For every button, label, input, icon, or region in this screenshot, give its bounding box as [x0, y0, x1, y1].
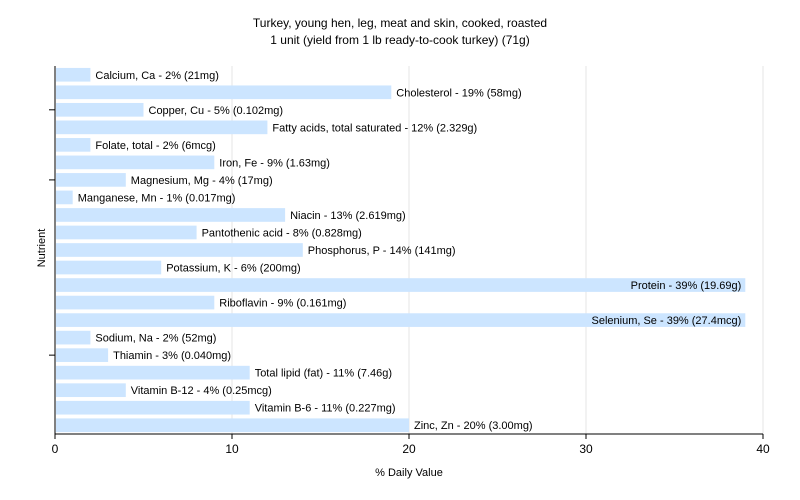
- bar-label-14: Selenium, Se - 39% (27.4mcg): [592, 315, 742, 327]
- bar-label-3: Fatty acids, total saturated - 12% (2.32…: [272, 122, 477, 134]
- bar-8: [56, 208, 286, 222]
- chart-title: Turkey, young hen, leg, meat and skin, c…: [253, 16, 547, 30]
- bar-label-0: Calcium, Ca - 2% (21mg): [95, 70, 218, 82]
- bar-label-20: Zinc, Zn - 20% (3.00mg): [414, 420, 533, 432]
- bar-label-5: Iron, Fe - 9% (1.63mg): [219, 157, 330, 169]
- bar-11: [56, 260, 162, 275]
- bar-7: [56, 190, 73, 205]
- y-axis-label: Nutrient: [36, 229, 48, 268]
- bar-label-7: Manganese, Mn - 1% (0.017mg): [78, 192, 236, 204]
- bar-label-6: Magnesium, Mg - 4% (17mg): [131, 175, 273, 187]
- bar-label-1: Cholesterol - 19% (58mg): [396, 87, 521, 99]
- x-tick-label-2: 20: [402, 442, 416, 456]
- chart-subtitle: 1 unit (yield from 1 lb ready-to-cook tu…: [270, 33, 529, 47]
- x-tick-label-3: 30: [579, 442, 593, 456]
- bar-label-13: Riboflavin - 9% (0.161mg): [219, 298, 346, 310]
- bar-12: [56, 278, 746, 292]
- bar-label-17: Total lipid (fat) - 11% (7.46g): [255, 368, 392, 380]
- bar-3: [56, 120, 268, 135]
- x-tick-label-4: 40: [756, 442, 770, 456]
- x-tick-label-1: 10: [225, 442, 239, 456]
- x-axis-label: % Daily Value: [375, 467, 443, 479]
- x-tick-label-0: 0: [52, 442, 59, 456]
- bar-label-2: Copper, Cu - 5% (0.102mg): [149, 105, 284, 117]
- bar-18: [56, 383, 126, 398]
- bar-0: [56, 67, 91, 82]
- bar-2: [56, 102, 144, 117]
- bar-1: [56, 85, 392, 100]
- bar-20: [56, 418, 409, 433]
- bar-label-9: Pantothenic acid - 8% (0.828mg): [202, 227, 362, 239]
- bar-17: [56, 365, 250, 380]
- bar-label-15: Sodium, Na - 2% (52mg): [95, 333, 216, 345]
- bar-6: [56, 173, 126, 187]
- bar-19: [56, 400, 250, 415]
- bar-label-16: Thiamin - 3% (0.040mg): [113, 350, 231, 362]
- bar-16: [56, 348, 109, 362]
- bar-14: [56, 313, 746, 327]
- bar-label-4: Folate, total - 2% (6mcg): [95, 140, 215, 152]
- bar-4: [56, 138, 91, 152]
- bar-label-18: Vitamin B-12 - 4% (0.25mcg): [131, 385, 272, 397]
- bar-5: [56, 155, 215, 170]
- bar-10: [56, 243, 303, 257]
- bar-9: [56, 225, 197, 240]
- bar-13: [56, 295, 215, 310]
- bar-label-8: Niacin - 13% (2.619mg): [290, 210, 406, 222]
- axes: [49, 66, 764, 439]
- bar-label-10: Phosphorus, P - 14% (141mg): [308, 245, 456, 257]
- x-tick-labels: 0 10 20 30 40: [52, 442, 770, 456]
- bar-label-19: Vitamin B-6 - 11% (0.227mg): [255, 403, 396, 415]
- bars: Calcium, Ca - 2% (21mg) Cholesterol - 19%…: [56, 67, 746, 433]
- bar-label-11: Potassium, K - 6% (200mg): [166, 263, 301, 275]
- bar-label-12: Protein - 39% (19.69g): [631, 280, 742, 292]
- bar-15: [56, 330, 91, 345]
